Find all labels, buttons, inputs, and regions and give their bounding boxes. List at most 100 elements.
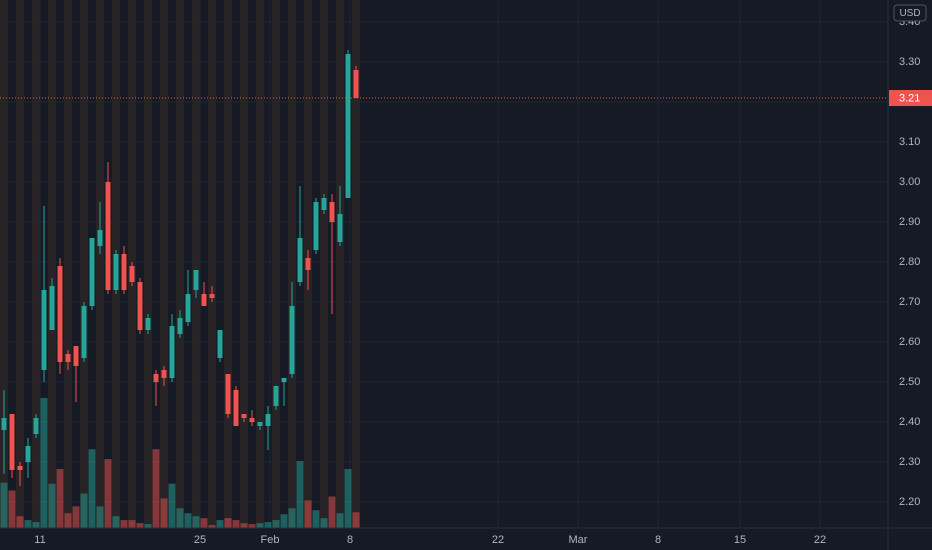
volume-bar <box>336 513 344 528</box>
candle-body <box>105 182 111 290</box>
volume-bar <box>352 512 360 528</box>
session-stripe <box>144 0 152 528</box>
candle-body <box>305 258 311 270</box>
candle-body <box>289 306 295 374</box>
volume-bar <box>280 514 288 528</box>
last-price-label: 3.21 <box>899 92 920 104</box>
candle-body <box>329 202 335 222</box>
volume-bar <box>120 520 128 528</box>
volume-bar <box>40 398 48 528</box>
session-stripe <box>352 0 360 528</box>
volume-bar <box>240 523 248 528</box>
candle-body <box>161 370 167 378</box>
candle-body <box>81 306 87 358</box>
candle-body <box>169 326 175 378</box>
volume-bar <box>104 459 112 528</box>
candle-body <box>233 390 239 426</box>
y-tick-label: 2.70 <box>899 296 920 308</box>
volume-bar <box>184 513 192 528</box>
candle-body <box>1 418 7 430</box>
session-stripe <box>240 0 248 528</box>
volume-bar <box>144 524 152 528</box>
session-stripe <box>336 0 344 528</box>
volume-bar <box>232 520 240 528</box>
candle-body <box>201 294 207 306</box>
y-tick-label: 2.30 <box>899 456 920 468</box>
candle-body <box>65 354 71 362</box>
volume-bar <box>8 490 16 528</box>
volume-bar <box>264 522 272 528</box>
volume-bar <box>160 498 168 528</box>
volume-bar <box>248 524 256 528</box>
candle-body <box>33 418 39 434</box>
candle-body <box>217 330 223 358</box>
y-tick-label: 2.60 <box>899 336 920 348</box>
candle-body <box>353 70 359 98</box>
candle-body <box>185 294 191 322</box>
y-tick-label: 2.50 <box>899 376 920 388</box>
last-price-box <box>889 90 932 106</box>
session-stripe <box>192 0 200 528</box>
volume-bar <box>256 523 264 528</box>
candle-body <box>265 414 271 426</box>
candle-body <box>25 446 31 462</box>
candle-body <box>41 290 47 370</box>
volume-bar <box>48 483 56 528</box>
candle-body <box>345 54 351 198</box>
candle-body <box>249 418 255 422</box>
candle-body <box>97 230 103 246</box>
candle-body <box>121 254 127 290</box>
session-stripe <box>224 0 232 528</box>
volume-bar <box>328 496 336 528</box>
volume-bar <box>304 500 312 528</box>
candle-body <box>241 414 247 418</box>
session-stripe <box>160 0 168 528</box>
session-stripe <box>272 0 280 528</box>
session-stripe <box>0 0 8 528</box>
volume-bar <box>96 506 104 528</box>
candle-body <box>17 466 23 470</box>
x-tick-label: 22 <box>814 534 826 546</box>
volume-bar <box>0 482 8 528</box>
candle-body <box>193 270 199 290</box>
x-tick-label: 8 <box>655 534 661 546</box>
volume-bar <box>288 508 296 528</box>
candle-body <box>177 318 183 334</box>
volume-bar <box>296 461 304 528</box>
y-tick-label: 2.80 <box>899 256 920 268</box>
candle-body <box>73 346 79 366</box>
candle-body <box>297 238 303 282</box>
candle-body <box>145 318 151 330</box>
candle-body <box>281 378 287 382</box>
candle-body <box>89 238 95 306</box>
session-stripe <box>16 0 24 528</box>
currency-label: USD <box>899 8 920 19</box>
volume-bar <box>152 449 160 528</box>
y-tick-label: 2.40 <box>899 416 920 428</box>
x-tick-label: 25 <box>194 534 206 546</box>
y-tick-label: 3.30 <box>899 56 920 68</box>
y-tick-label: 3.00 <box>899 176 920 188</box>
session-stripe <box>64 0 72 528</box>
volume-bar <box>88 449 96 528</box>
candle-body <box>321 198 327 210</box>
candle-body <box>153 374 159 382</box>
candle-body <box>137 282 143 330</box>
volume-bar <box>320 518 328 528</box>
volume-bar <box>32 522 40 528</box>
candle-body <box>9 414 15 470</box>
x-tick-label: 15 <box>734 534 746 546</box>
candles <box>1 50 359 486</box>
volume-bar <box>56 468 64 528</box>
candle-body <box>225 374 231 414</box>
session-stripe <box>48 0 56 528</box>
volume-bar <box>64 513 72 528</box>
candle-body <box>129 266 135 282</box>
volume-bar <box>200 518 208 528</box>
y-tick-label: 2.20 <box>899 496 920 508</box>
session-stripe <box>176 0 184 528</box>
y-tick-label: 2.90 <box>899 216 920 228</box>
